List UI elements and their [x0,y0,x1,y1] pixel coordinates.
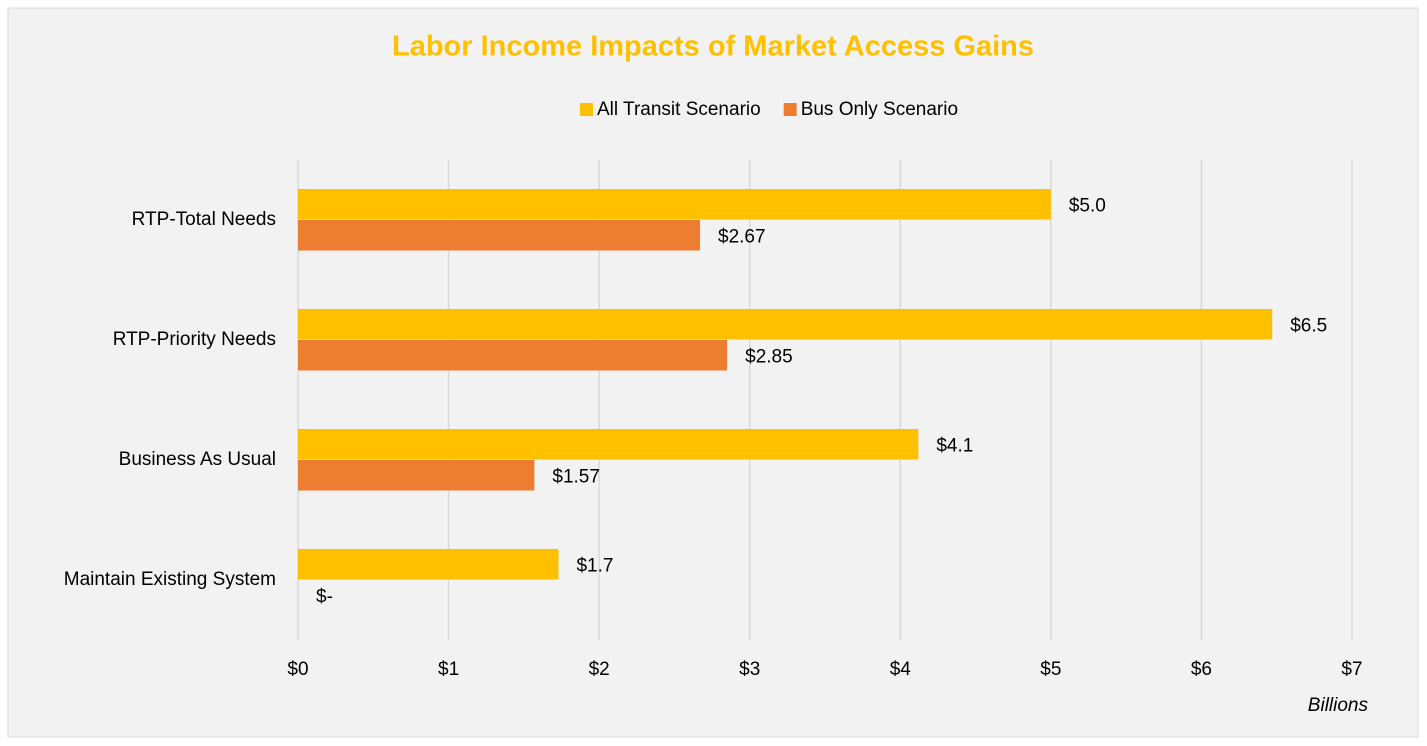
x-tick-label: $6 [1191,659,1212,680]
bar [298,460,535,491]
bar [298,429,919,460]
data-label: $5.0 [1069,196,1106,217]
bar [298,220,701,251]
legend-swatch [783,103,797,116]
legend-label: Bus Only Scenario [801,99,958,120]
x-tick-label: $4 [890,659,912,680]
bar [298,549,559,580]
y-tick-label: RTP-Total Needs [132,209,276,230]
legend-label: All Transit Scenario [597,99,761,120]
bar [298,340,728,371]
data-label: $2.85 [745,347,793,368]
y-tick-label: Business As Usual [119,449,276,470]
data-label: $1.57 [552,467,600,488]
x-tick-label: $1 [438,659,459,680]
legend-swatch [580,103,593,116]
x-tick-label: $5 [1040,659,1061,680]
x-tick-label: $7 [1341,659,1362,680]
data-label: $2.67 [718,227,766,248]
x-axis-label: Billions [1308,695,1369,716]
x-tick-label: $2 [589,659,610,680]
chart-background [7,7,1419,738]
data-label: $1.7 [576,556,613,577]
x-tick-label: $0 [287,659,308,680]
data-label: $4.1 [936,436,973,457]
data-label: $- [316,587,333,608]
y-tick-label: Maintain Existing System [64,569,276,590]
x-tick-label: $3 [739,659,760,680]
y-tick-label: RTP-Priority Needs [113,329,276,350]
chart-title: Labor Income Impacts of Market Access Ga… [392,31,1034,63]
bar [298,189,1051,220]
data-label: $6.5 [1290,316,1327,337]
bar [298,309,1273,340]
